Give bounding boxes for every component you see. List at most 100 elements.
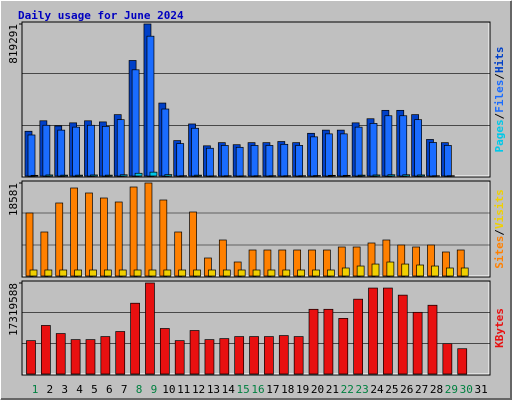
bar xyxy=(159,328,170,375)
x-tick-label: 16 xyxy=(251,383,264,396)
legend-entry: Visits xyxy=(493,189,506,229)
x-tick-label: 28 xyxy=(430,383,443,396)
bar xyxy=(148,269,157,277)
y-tick-label: 18581 xyxy=(7,183,20,216)
bar xyxy=(103,269,112,277)
bar xyxy=(341,267,350,277)
bar xyxy=(204,339,215,375)
bar xyxy=(131,69,140,177)
chart-title: Daily usage for June 2024 xyxy=(18,9,184,22)
bar xyxy=(119,174,128,177)
bar xyxy=(446,267,454,277)
x-tick-label: 1 xyxy=(32,383,39,396)
bar xyxy=(85,192,93,277)
x-tick-label: 19 xyxy=(296,383,309,396)
bar xyxy=(412,311,423,375)
bar xyxy=(72,126,80,177)
x-tick-label: 25 xyxy=(385,383,398,396)
bar xyxy=(204,257,212,277)
bar xyxy=(235,146,244,177)
bar xyxy=(101,126,110,177)
bar xyxy=(444,145,452,177)
bar xyxy=(342,174,351,177)
bar xyxy=(384,115,393,177)
bar xyxy=(60,174,69,177)
legend: Sites/Visits xyxy=(493,189,506,269)
bar xyxy=(237,269,246,277)
x-tick-label: 4 xyxy=(76,383,83,396)
bar xyxy=(353,298,363,375)
bar xyxy=(369,123,378,177)
x-tick-label: 7 xyxy=(121,383,128,396)
bar xyxy=(118,269,127,277)
x-tick-label: 5 xyxy=(91,383,98,396)
bar xyxy=(164,174,173,177)
bar xyxy=(219,338,230,375)
bar xyxy=(356,265,365,277)
y-tick-label: 17319588 xyxy=(7,283,20,336)
x-tick-label: 10 xyxy=(162,383,175,396)
bar xyxy=(85,339,96,375)
bar xyxy=(427,244,435,277)
bar xyxy=(249,336,259,375)
bar xyxy=(57,129,66,177)
legend-entry: Files xyxy=(493,80,506,113)
bar xyxy=(312,269,320,277)
x-tick-label: 20 xyxy=(311,383,324,396)
bar xyxy=(222,269,231,277)
bar xyxy=(308,249,316,277)
bar xyxy=(280,143,289,177)
bar xyxy=(26,340,36,375)
bar xyxy=(442,343,453,375)
bar xyxy=(416,264,424,277)
bar xyxy=(456,249,465,277)
bar xyxy=(402,174,411,177)
bar xyxy=(27,134,36,177)
bar xyxy=(145,282,155,375)
bar xyxy=(397,244,406,277)
bar xyxy=(382,239,391,277)
bar xyxy=(129,186,138,277)
bar xyxy=(42,124,51,177)
bar xyxy=(134,172,143,177)
x-tick-label: 15 xyxy=(237,383,250,396)
bar xyxy=(174,231,183,277)
bar xyxy=(174,340,185,375)
bar xyxy=(104,174,113,177)
x-tick-label: 24 xyxy=(370,383,384,396)
bar xyxy=(354,126,363,177)
bar xyxy=(308,308,319,375)
x-tick-label: 9 xyxy=(151,383,158,396)
bar xyxy=(414,119,422,177)
bar xyxy=(327,269,335,277)
bar xyxy=(263,249,272,277)
bar xyxy=(55,333,66,375)
bar xyxy=(99,197,108,277)
x-tick-label: 6 xyxy=(106,383,113,396)
bar xyxy=(264,336,274,375)
y-tick-label: 819291 xyxy=(7,24,20,64)
bar xyxy=(218,239,227,277)
bar xyxy=(176,143,185,177)
bar xyxy=(368,287,378,375)
bar xyxy=(40,231,49,277)
bar xyxy=(323,308,334,375)
x-tick-label: 27 xyxy=(415,383,428,396)
bar xyxy=(30,174,39,177)
legend: Pages/Files/Hits xyxy=(493,47,506,153)
x-tick-label: 26 xyxy=(400,383,413,396)
x-tick-label: 23 xyxy=(356,383,369,396)
bar xyxy=(55,202,64,277)
x-tick-label: 12 xyxy=(192,383,205,396)
bar xyxy=(357,174,366,177)
x-tick-label: 17 xyxy=(266,383,279,396)
bar xyxy=(457,348,468,375)
bar xyxy=(367,242,376,277)
bar xyxy=(89,269,97,277)
bar xyxy=(429,142,437,177)
x-tick-label: 8 xyxy=(136,383,143,396)
bar xyxy=(74,269,82,277)
bar xyxy=(397,294,408,375)
bar xyxy=(282,269,291,277)
